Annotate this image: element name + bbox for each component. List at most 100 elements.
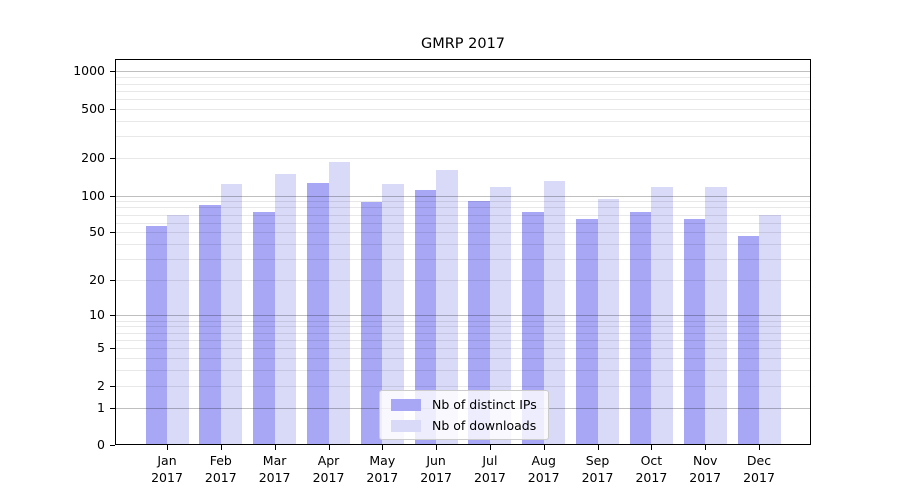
bar-aug-distinct-ips [522,212,544,445]
y-tick-mark-1000 [110,71,115,73]
x-tick-mark-may [382,445,384,450]
y-tick-label-100: 100 [81,187,105,203]
x-tick-label-nov: Nov 2017 [673,453,737,486]
bar-feb-distinct-ips [199,205,221,445]
x-tick-mark-jan [167,445,168,450]
bar-jul-downloads [489,186,512,445]
x-tick-label-aug: Aug 2017 [512,453,576,486]
x-tick-mark-dec [759,445,760,450]
plot-area: Nb of distinct IPs Nb of downloads Jan 20… [73,59,811,485]
x-tick-mark-apr [328,445,330,450]
bar-oct-downloads [651,186,673,445]
x-tick-mark-mar [274,445,276,450]
axis-ticks-layer: Jan 2017 Feb 2017 Mar 2017 Apr 2017 May 2017 Jun 20… [73,59,811,485]
y-tick-label-2: 2 [97,377,105,393]
legend-swatch-distinct-ips [391,398,421,411]
x-tick-year-mar: 2017 [258,469,291,485]
x-tick-year-jul: 2017 [473,469,506,485]
x-tick-label-oct: Oct 2017 [619,453,683,486]
y-tick-label-1000: 1000 [73,63,105,79]
x-tick-year-aug: 2017 [527,469,560,485]
x-tick-mark-feb [220,445,222,450]
x-tick-mark-jul [489,445,491,450]
bar-jun-distinct-ips [414,189,437,445]
bar-jun-downloads [436,169,458,445]
gridline-major-1000 [115,71,811,73]
bar-dec-distinct-ips [737,235,759,445]
y-tick-label-0: 0 [97,437,105,452]
x-tick-mark-sep [597,445,599,450]
x-tick-label-jun: Jun 2017 [404,453,468,486]
y-tick-mark-500 [110,108,115,110]
y-tick-mark-0 [110,445,115,446]
gridline-minor-700 [115,90,811,92]
gridline-minor-400 [115,120,811,122]
gridline-minor-30 [115,259,811,261]
bar-oct-distinct-ips [629,212,652,445]
gridline-major-100 [115,195,811,197]
y-tick-mark-50 [110,232,115,234]
y-tick-mark-200 [110,158,115,160]
gridline-minor-80 [115,207,811,209]
x-tick-year-may: 2017 [366,469,399,485]
gridline-minor-600 [115,99,811,100]
gridline-minor-40 [115,244,811,246]
gridline-minor-2 [115,385,811,387]
gridline-minor-20 [115,280,811,282]
y-tick-label-200: 200 [81,150,105,166]
y-tick-label-5: 5 [97,340,105,356]
bar-jan-distinct-ips [145,225,167,445]
legend-label-distinct-ips: Nb of distinct IPs [432,397,537,412]
x-tick-year-nov: 2017 [689,469,722,485]
y-tick-label-20: 20 [89,272,105,288]
x-tick-year-oct: 2017 [635,469,668,485]
y-tick-mark-2 [110,385,115,387]
x-tick-year-jun: 2017 [420,469,452,485]
gridline-major-10 [115,315,811,317]
gridline-minor-3 [115,370,811,371]
x-tick-mark-aug [543,445,545,450]
gridline-minor-9 [115,320,811,322]
chart-title: GMRP 2017 [420,36,506,52]
gridline-minor-500 [115,108,811,110]
gridline-minor-300 [115,136,811,138]
gridline-minor-70 [115,214,811,216]
y-tick-label-10: 10 [89,307,105,323]
y-tick-mark-5 [110,348,115,350]
legend-label-downloads: Nb of downloads [432,418,537,433]
x-tick-year-jan: 2017 [151,469,183,485]
grid-layer [115,59,811,445]
bar-feb-downloads [220,183,243,445]
y-tick-mark-20 [110,280,115,282]
x-tick-year-feb: 2017 [204,469,237,485]
gridline-minor-60 [115,222,811,224]
x-tick-year-apr: 2017 [312,469,345,485]
x-tick-label-mar: Mar 2017 [243,453,307,486]
x-tick-year-dec: 2017 [743,469,775,485]
y-tick-mark-1 [110,407,115,409]
x-tick-label-dec: Dec 2017 [727,453,791,486]
bar-apr-downloads [328,162,350,445]
gridline-minor-50 [115,232,811,234]
x-tick-label-sep: Sep 2017 [566,453,630,486]
x-tick-label-apr: Apr 2017 [297,453,361,486]
x-tick-mark-oct [651,445,653,450]
bar-jul-distinct-ips [468,200,490,445]
legend: Nb of distinct IPs Nb of downloads [379,390,549,440]
bar-mar-distinct-ips [253,211,275,445]
bars-layer [115,59,811,445]
x-tick-label-jan: Jan 2017 [135,453,199,486]
x-tick-mark-jun [436,445,438,450]
gridline-minor-200 [115,158,811,160]
gridline-minor-8 [115,326,811,328]
bar-sep-downloads [597,199,619,445]
bar-nov-distinct-ips [683,219,706,445]
y-tick-label-1: 1 [97,399,105,415]
x-tick-label-feb: Feb 2017 [189,453,253,486]
gridline-minor-6 [115,339,811,341]
x-tick-year-sep: 2017 [581,469,614,485]
y-tick-mark-100 [110,195,115,197]
x-tick-label-jul: Jul 2017 [458,453,522,486]
gridline-minor-4 [115,358,811,359]
legend-item-downloads: Nb of downloads [391,418,537,433]
